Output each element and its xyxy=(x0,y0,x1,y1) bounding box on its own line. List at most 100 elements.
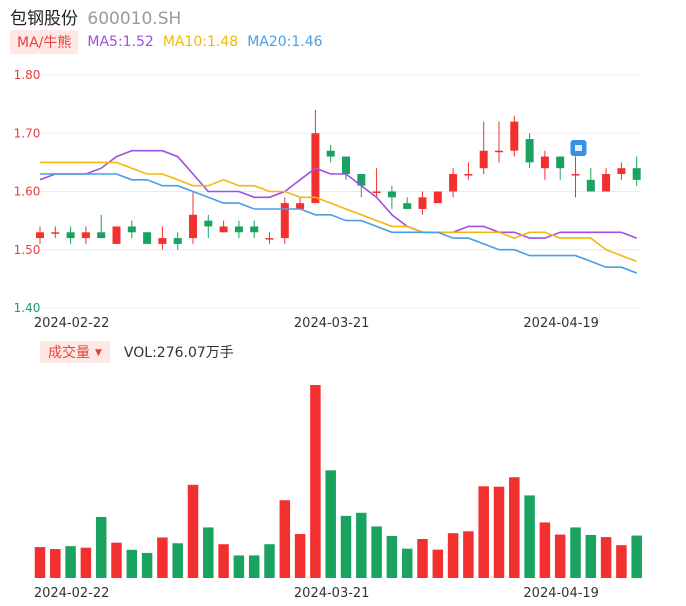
volume-bar xyxy=(509,477,520,578)
candle-body xyxy=(265,238,274,240)
volume-bars xyxy=(34,385,642,578)
volume-toggle-label: 成交量 xyxy=(48,345,90,361)
candlesticks xyxy=(36,109,641,250)
volume-bar xyxy=(310,385,321,578)
ma20-line xyxy=(40,173,637,274)
candle-body xyxy=(449,174,458,192)
volume-bar xyxy=(340,515,352,578)
volume-bar xyxy=(218,544,229,578)
stock-name: 包钢股份 xyxy=(10,9,78,29)
candle-body xyxy=(189,214,197,239)
ma10-legend: MA10:1.48 xyxy=(162,34,239,50)
candle-body xyxy=(158,238,167,244)
candle-body xyxy=(250,226,259,233)
x-tick-label: 2024-03-21 xyxy=(294,316,370,331)
price-date-axis: 2024-02-22 2024-03-21 2024-04-19 xyxy=(34,316,599,331)
volume-bar xyxy=(80,547,92,578)
volume-bar xyxy=(539,522,551,578)
volume-bar xyxy=(371,526,382,578)
candle-body xyxy=(204,220,213,227)
candle-body xyxy=(403,203,412,209)
volume-bar xyxy=(248,555,260,578)
volume-bar xyxy=(401,548,413,578)
candle-body xyxy=(127,226,136,233)
candle-body xyxy=(479,150,488,169)
x-tick-label: 2024-03-21 xyxy=(294,586,370,601)
candle-body xyxy=(112,226,121,244)
volume-bar xyxy=(111,542,122,578)
candle-body xyxy=(36,232,44,239)
candle-body xyxy=(357,174,366,186)
y-tick-label: 1.50 xyxy=(14,243,41,257)
candle-body xyxy=(495,150,503,153)
x-tick-label: 2024-04-19 xyxy=(523,586,599,601)
info-icon-inner xyxy=(575,145,582,151)
candle-body xyxy=(51,232,60,234)
price-axis: 1.80 1.70 1.60 1.50 1.40 xyxy=(14,68,41,315)
candle-body xyxy=(387,191,396,198)
volume-bar xyxy=(264,544,275,578)
volume-bar xyxy=(616,545,627,578)
volume-bar xyxy=(493,486,505,578)
volume-bar xyxy=(386,535,398,578)
ma5-line xyxy=(39,149,637,239)
ma-legend: MA/牛熊 MA5:1.52 MA10:1.48 MA20:1.46 xyxy=(10,30,323,54)
x-tick-label: 2024-02-22 xyxy=(34,586,110,601)
volume-bar xyxy=(157,537,168,578)
volume-bar xyxy=(203,527,214,578)
candle-body xyxy=(540,156,549,169)
ma5-legend: MA5:1.52 xyxy=(87,34,154,50)
candle-body xyxy=(617,168,626,175)
candle-body xyxy=(143,232,152,244)
volume-bar xyxy=(294,533,306,578)
volume-toggle-button[interactable]: 成交量 ▼ xyxy=(40,341,110,363)
ma20-legend: MA20:1.46 xyxy=(247,34,323,50)
volume-bar xyxy=(463,531,474,578)
volume-bar xyxy=(570,527,581,578)
x-tick-label: 2024-02-22 xyxy=(34,316,110,331)
candle-body xyxy=(234,226,243,233)
candle-body xyxy=(173,238,182,244)
stock-code: 600010.SH xyxy=(87,9,182,29)
price-grid xyxy=(40,74,640,309)
volume-bar xyxy=(417,539,428,578)
candle-body xyxy=(525,139,534,163)
y-tick-label: 1.80 xyxy=(14,68,41,82)
candle-body xyxy=(433,191,442,204)
ma-lines xyxy=(39,149,637,274)
candle-body xyxy=(97,232,106,239)
volume-bar xyxy=(478,486,489,578)
volume-bar xyxy=(34,547,46,578)
volume-bar xyxy=(524,495,535,578)
candle-body xyxy=(586,179,595,192)
y-tick-label: 1.40 xyxy=(14,301,41,315)
candle-body xyxy=(326,150,335,157)
volume-bar xyxy=(172,543,183,578)
candle-body xyxy=(81,232,90,239)
y-tick-label: 1.70 xyxy=(14,126,41,140)
candle-body xyxy=(342,156,350,175)
candle-body xyxy=(418,197,427,209)
ma10-line xyxy=(40,161,637,263)
volume-bar xyxy=(356,512,367,578)
candle-body xyxy=(602,174,611,192)
volume-bar xyxy=(65,546,76,578)
candle-body xyxy=(571,174,580,176)
event-marker xyxy=(570,140,587,156)
volume-value: VOL:276.07万手 xyxy=(123,345,234,361)
candle-body xyxy=(372,191,381,193)
caret-down-icon: ▼ xyxy=(95,348,102,358)
volume-bar xyxy=(279,500,291,578)
candle-body xyxy=(280,203,289,239)
candle-body xyxy=(632,168,641,180)
candle-body xyxy=(556,156,565,169)
ma-toggle-button[interactable]: MA/牛熊 xyxy=(10,30,79,54)
volume-bar xyxy=(325,470,336,578)
candle-body xyxy=(66,232,75,239)
volume-bar xyxy=(585,534,597,578)
volume-bar xyxy=(141,552,153,578)
volume-bar xyxy=(554,534,566,578)
volume-bar xyxy=(126,549,138,578)
volume-bar xyxy=(187,484,199,578)
